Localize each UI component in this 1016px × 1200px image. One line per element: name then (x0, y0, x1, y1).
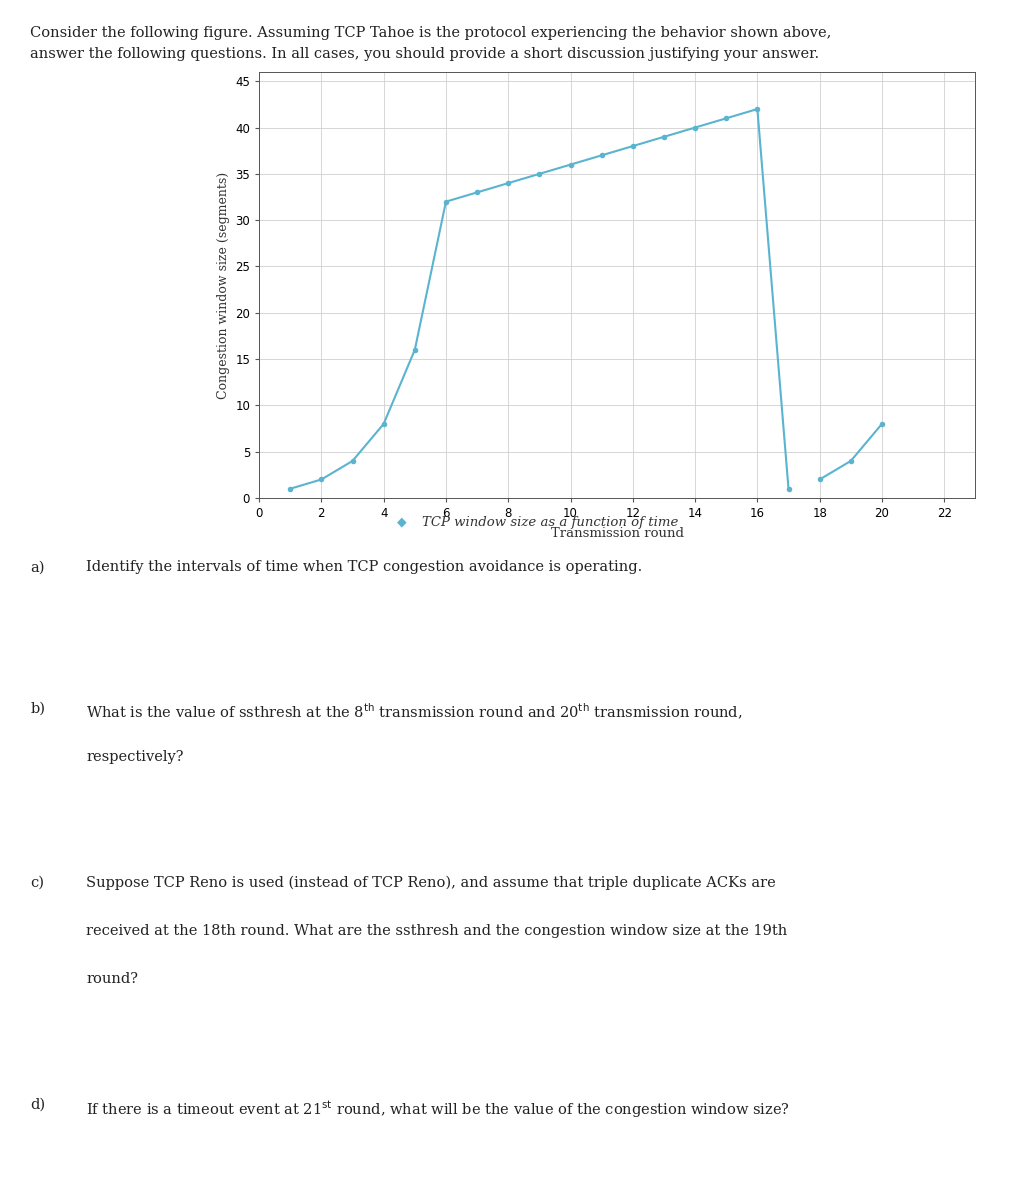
Text: If there is a timeout event at 21$^{\mathsf{st}}$ round, what will be the value : If there is a timeout event at 21$^{\mat… (86, 1098, 790, 1120)
Text: TCP window size as a function of time: TCP window size as a function of time (422, 516, 678, 528)
X-axis label: Transmission round: Transmission round (551, 527, 684, 540)
Text: c): c) (30, 876, 45, 890)
Text: a): a) (30, 560, 45, 575)
Text: What is the value of ssthresh at the 8$^{\mathsf{th}}$ transmission round and 20: What is the value of ssthresh at the 8$^… (86, 702, 743, 722)
Y-axis label: Congestion window size (segments): Congestion window size (segments) (216, 172, 230, 398)
Text: round?: round? (86, 972, 138, 986)
Text: b): b) (30, 702, 46, 716)
Text: Consider the following figure. Assuming TCP Tahoe is the protocol experiencing t: Consider the following figure. Assuming … (30, 26, 832, 61)
Text: respectively?: respectively? (86, 750, 184, 764)
Text: Identify the intervals of time when TCP congestion avoidance is operating.: Identify the intervals of time when TCP … (86, 560, 642, 575)
Text: d): d) (30, 1098, 46, 1112)
Text: ◆: ◆ (396, 516, 406, 528)
Text: Suppose TCP Reno is used (instead of TCP Reno), and assume that triple duplicate: Suppose TCP Reno is used (instead of TCP… (86, 876, 776, 890)
Text: received at the 18th round. What are the ssthresh and the congestion window size: received at the 18th round. What are the… (86, 924, 787, 938)
